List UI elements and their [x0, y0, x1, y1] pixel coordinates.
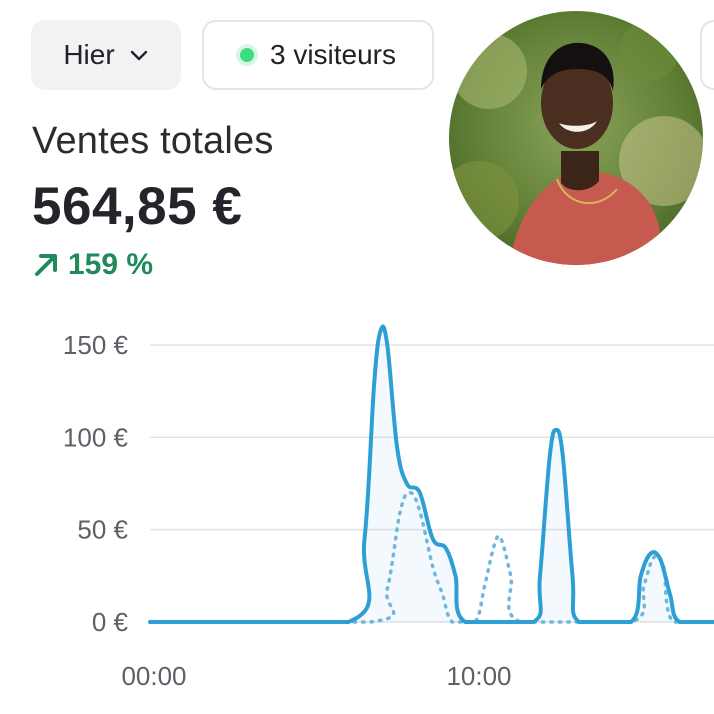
partial-button[interactable]	[700, 20, 714, 90]
avatar	[449, 11, 703, 265]
period-label: Hier	[63, 39, 115, 70]
live-dot-icon	[239, 48, 254, 62]
period-dropdown[interactable]: Hier	[31, 20, 181, 90]
sales-line	[148, 324, 714, 625]
sales-chart: 0 € 50 € 100 € 150 € 00:00 10:00	[63, 324, 714, 691]
visitors-label: 3 visiteurs	[269, 39, 397, 70]
total-sales-value: 564,85 €	[32, 177, 243, 236]
y-tick-label: 50 €	[77, 515, 128, 545]
visitors-button[interactable]: 3 visiteurs	[202, 20, 434, 90]
change-badge: 159 %	[32, 248, 153, 282]
comparison-line	[148, 490, 714, 624]
avatar-photo	[449, 11, 703, 265]
change-value: 159 %	[68, 248, 154, 281]
arrow-up-right-icon	[35, 254, 57, 276]
chevron-down-icon	[130, 50, 147, 61]
x-tick-label: 10:00	[446, 661, 511, 691]
y-tick-label: 0 €	[92, 607, 129, 637]
page-title: Ventes totales	[32, 120, 274, 162]
y-tick-label: 150 €	[63, 330, 129, 360]
x-tick-label: 00:00	[121, 661, 186, 691]
series-area	[150, 326, 714, 623]
y-tick-label: 100 €	[63, 422, 129, 452]
